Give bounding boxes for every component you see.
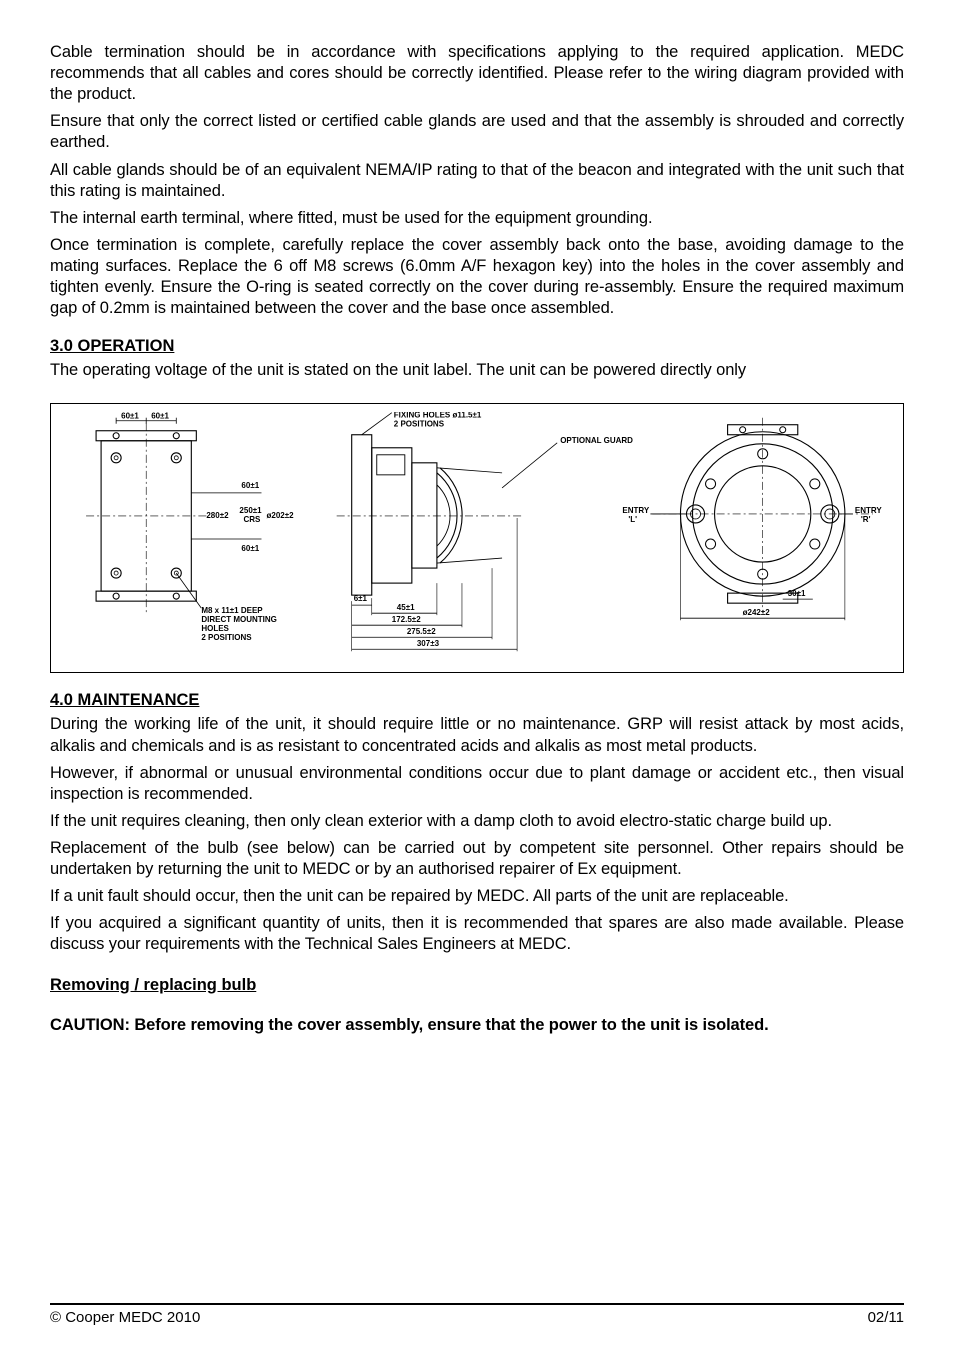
caution-text: CAUTION: Before removing the cover assem…: [50, 1015, 904, 1036]
dim-172: 172.5±2: [392, 616, 421, 625]
para-glands-listed: Ensure that only the correct listed or c…: [50, 111, 904, 153]
para-glands-rating: All cable glands should be of an equival…: [50, 160, 904, 202]
lbl-fixing: FIXING HOLES ø11.5±1 2 POSITIONS: [394, 412, 484, 429]
para-maint-6: If you acquired a significant quantity o…: [50, 913, 904, 955]
lbl-optional-guard: OPTIONAL GUARD: [560, 436, 633, 445]
svg-text:280±2: 280±2: [206, 511, 229, 520]
dim-280: 280±2: [206, 511, 229, 520]
dim-60-side-c: 60±1: [241, 481, 259, 490]
para-operating-voltage: The operating voltage of the unit is sta…: [50, 360, 904, 381]
heading-maintenance: 4.0 MAINTENANCE: [50, 691, 904, 710]
footer-date: 02/11: [868, 1309, 904, 1326]
para-cable-termination: Cable termination should be in accordanc…: [50, 42, 904, 105]
para-maint-3: If the unit requires cleaning, then only…: [50, 811, 904, 832]
dim-250: 250±1: [239, 506, 262, 515]
para-maint-1: During the working life of the unit, it …: [50, 714, 904, 756]
dim-60-top-b: 60±1: [151, 412, 169, 421]
dim-202: ø202±2: [266, 511, 294, 520]
dim-307: 307±3: [417, 640, 440, 649]
para-maint-2: However, if abnormal or unusual environm…: [50, 763, 904, 805]
page-footer: © Cooper MEDC 2010 02/11: [50, 1303, 904, 1326]
lbl-entry-r: ENTRY'R': [855, 506, 882, 524]
page-content: Cable termination should be in accordanc…: [50, 42, 904, 1303]
para-maint-5: If a unit fault should occur, then the u…: [50, 886, 904, 907]
dim-6: 6±1: [354, 595, 368, 604]
para-reassembly: Once termination is complete, carefully …: [50, 235, 904, 319]
technical-drawing: 60±1 60±1 60±1 280±2 250±1CRS ø202±2 60±…: [50, 403, 904, 673]
dim-275: 275.5±2: [407, 628, 436, 637]
para-maint-4: Replacement of the bulb (see below) can …: [50, 838, 904, 880]
dim-30: 30±1: [788, 590, 806, 599]
para-earth-terminal: The internal earth terminal, where fitte…: [50, 208, 904, 229]
lbl-mounting: M8 x 11±1 DEEP DIRECT MOUNTING HOLES 2 P…: [201, 607, 279, 643]
heading-remove-bulb: Removing / replacing bulb: [50, 976, 904, 995]
dim-242: ø242±2: [743, 609, 771, 618]
footer-copyright: © Cooper MEDC 2010: [50, 1309, 200, 1326]
svg-text:250±1CRS: 250±1CRS: [239, 506, 262, 524]
dim-60-side-d: 60±1: [241, 544, 259, 553]
heading-operation: 3.0 OPERATION: [50, 337, 904, 356]
dim-45: 45±1: [397, 604, 415, 613]
lbl-entry-l: ENTRY'L': [622, 506, 649, 524]
dim-60-top-a: 60±1: [121, 412, 139, 421]
